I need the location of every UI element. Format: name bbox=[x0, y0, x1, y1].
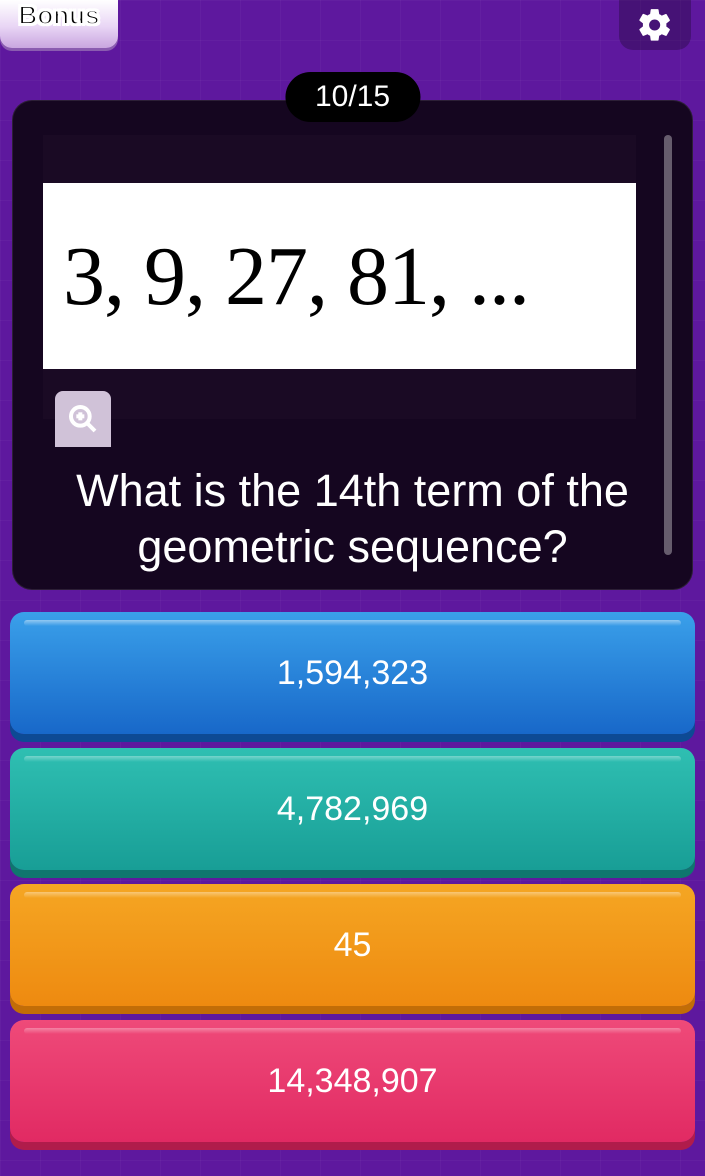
question-prompt: What is the 14th term of the geometric s… bbox=[43, 463, 662, 576]
button-highlight bbox=[24, 620, 681, 626]
bonus-badge[interactable]: Bonus bbox=[0, 0, 118, 48]
progress-text: 10/15 bbox=[315, 80, 390, 113]
answer-option-1[interactable]: 1,594,323 bbox=[10, 612, 695, 734]
zoom-in-icon bbox=[67, 403, 99, 435]
sequence-text: 3, 9, 27, 81, ... bbox=[63, 228, 529, 325]
answers-container: 1,594,323 4,782,969 45 14,348,907 bbox=[10, 612, 695, 1156]
answer-label: 14,348,907 bbox=[267, 1062, 437, 1101]
button-highlight bbox=[24, 1028, 681, 1034]
bonus-label: Bonus bbox=[19, 0, 100, 31]
question-card: 3, 9, 27, 81, ... What is the 14th term … bbox=[12, 100, 693, 590]
settings-button[interactable] bbox=[619, 0, 691, 50]
answer-option-2[interactable]: 4,782,969 bbox=[10, 748, 695, 870]
top-bar: Bonus bbox=[0, 0, 705, 50]
answer-label: 1,594,323 bbox=[277, 654, 428, 693]
progress-counter: 10/15 bbox=[285, 72, 420, 122]
scrollbar[interactable] bbox=[664, 135, 672, 555]
answer-option-3[interactable]: 45 bbox=[10, 884, 695, 1006]
button-highlight bbox=[24, 892, 681, 898]
zoom-button[interactable] bbox=[55, 391, 111, 447]
answer-label: 45 bbox=[334, 926, 372, 965]
answer-label: 4,782,969 bbox=[277, 790, 428, 829]
gear-icon bbox=[636, 6, 674, 44]
sequence-panel: 3, 9, 27, 81, ... bbox=[43, 183, 636, 369]
question-image: 3, 9, 27, 81, ... bbox=[43, 135, 636, 419]
button-highlight bbox=[24, 756, 681, 762]
answer-option-4[interactable]: 14,348,907 bbox=[10, 1020, 695, 1142]
